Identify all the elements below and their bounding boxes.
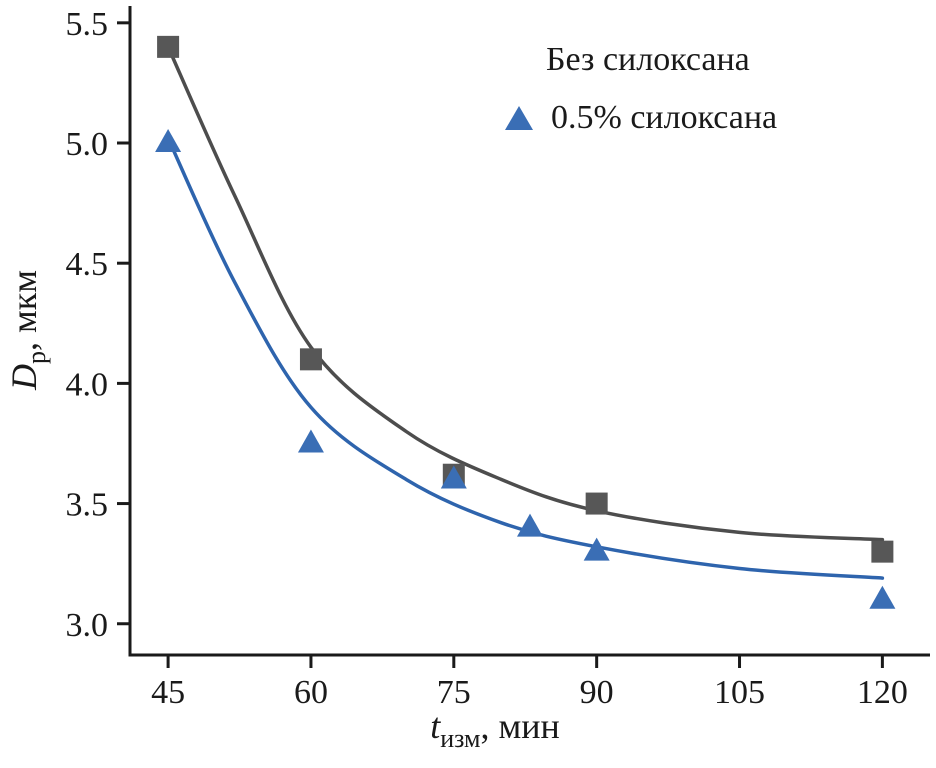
data-point-triangle (583, 537, 610, 561)
legend-item-siloxane: 0.5% силоксана (505, 96, 777, 140)
legend-item-no-siloxane: Без силоксана (505, 38, 777, 82)
data-point-square (871, 540, 894, 563)
data-point-triangle (869, 585, 896, 609)
y-axis-title: Dp, мкм (4, 270, 51, 391)
x-tick-label: 75 (437, 674, 471, 711)
data-point-square (299, 348, 322, 371)
y-tick-label: 5.5 (66, 6, 109, 43)
x-tick-label: 90 (580, 674, 614, 711)
x-tick-label: 105 (714, 674, 765, 711)
legend-label: 0.5% силоксана (551, 99, 778, 136)
x-axis-title: tизм, мин (430, 706, 560, 753)
data-point-triangle (297, 429, 324, 453)
y-tick-label: 4.0 (66, 366, 109, 403)
legend-label: Без силоксана (546, 41, 750, 78)
square-marker-icon (505, 49, 528, 72)
data-point-square (585, 492, 608, 515)
y-tick-label: 3.0 (66, 607, 109, 644)
y-tick-label: 4.5 (66, 246, 109, 283)
triangle-marker-icon (505, 106, 533, 130)
y-tick-label: 5.0 (66, 126, 109, 163)
data-point-triangle (155, 129, 182, 153)
data-point-triangle (517, 513, 543, 537)
fit-curve-square (166, 45, 885, 542)
data-point-square (157, 35, 180, 58)
x-tick-label: 120 (857, 674, 908, 711)
x-tick-label: 60 (294, 674, 328, 711)
y-tick-label: 3.5 (66, 487, 109, 524)
fit-curve-triangle (166, 136, 885, 580)
data-point-triangle (440, 465, 467, 489)
x-tick-label: 45 (151, 674, 185, 711)
chart-legend: Без силоксана 0.5% силоксана (505, 38, 777, 140)
